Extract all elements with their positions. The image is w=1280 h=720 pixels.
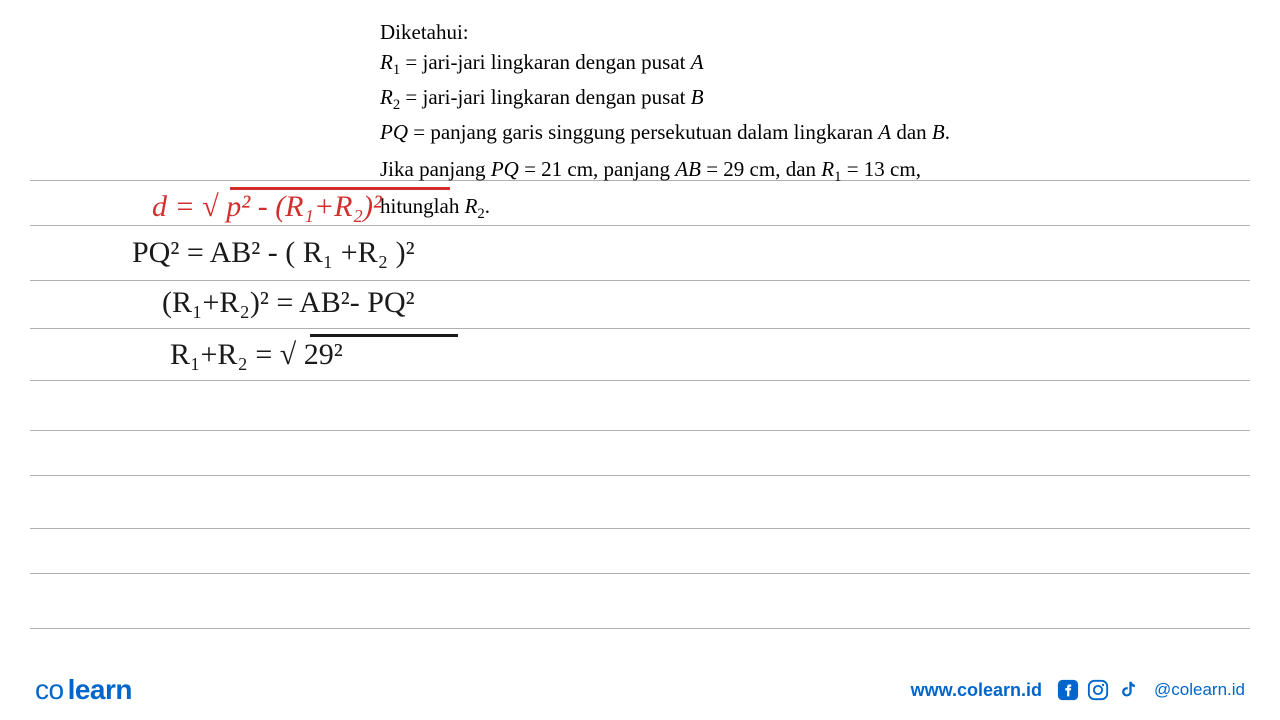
ruled-line (30, 328, 1250, 329)
problem-line-3: PQ = panjang garis singgung persekutuan … (380, 118, 950, 146)
problem-line-5: hitunglah R2. (380, 192, 950, 225)
problem-line-1: R1 = jari-jari lingkaran dengan pusat A (380, 48, 950, 81)
ruled-line (30, 380, 1250, 381)
ruled-line (30, 528, 1250, 529)
brand-logo: colearn (35, 674, 132, 706)
sqrt-overline-black (310, 334, 458, 337)
website-url: www.colearn.id (911, 680, 1042, 701)
handwritten-formula-d: d = √ p² - (R₁+R₂)² (152, 190, 382, 224)
content-area: Diketahui: R1 = jari-jari lingkaran deng… (0, 0, 1280, 660)
handwritten-formula-r1r2sq: (R₁+R₂)² = AB²- PQ² (162, 286, 415, 320)
ruled-line (30, 280, 1250, 281)
social-icons (1056, 678, 1140, 702)
sqrt-overline-red (230, 187, 450, 190)
problem-line-4: Jika panjang PQ = 21 cm, panjang AB = 29… (380, 155, 950, 188)
problem-statement: Diketahui: R1 = jari-jari lingkaran deng… (380, 18, 950, 227)
social-handle: @colearn.id (1154, 680, 1245, 700)
problem-line-2: R2 = jari-jari lingkaran dengan pusat B (380, 83, 950, 116)
ruled-line (30, 573, 1250, 574)
problem-heading: Diketahui: (380, 18, 950, 46)
footer-right: www.colearn.id @colearn.id (911, 678, 1245, 702)
ruled-line (30, 430, 1250, 431)
ruled-line (30, 628, 1250, 629)
footer: colearn www.colearn.id @colearn.id (0, 660, 1280, 720)
handwritten-formula-r1r2: R₁+R₂ = √ 29² (170, 338, 343, 372)
facebook-icon (1056, 678, 1080, 702)
tiktok-icon (1116, 678, 1140, 702)
instagram-icon (1086, 678, 1110, 702)
handwritten-formula-pq: PQ² = AB² - ( R₁ +R₂ )² (132, 236, 415, 270)
ruled-line (30, 475, 1250, 476)
